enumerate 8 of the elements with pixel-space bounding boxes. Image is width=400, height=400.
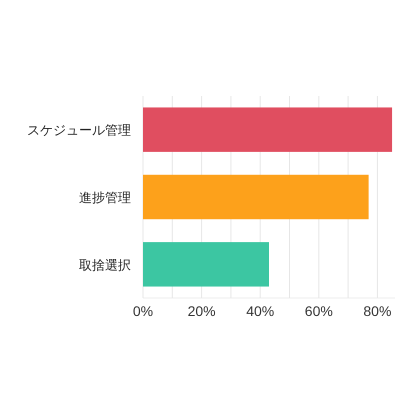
y-tick-label: 取捨選択 xyxy=(79,257,131,272)
x-tick-label: 20% xyxy=(188,303,216,319)
y-tick-label: スケジュール管理 xyxy=(27,122,131,138)
y-tick-label: 進捗管理 xyxy=(79,190,131,205)
x-tick-label: 60% xyxy=(304,303,333,319)
x-tick-label: 0% xyxy=(132,303,154,319)
x-tick-label: 40% xyxy=(246,303,274,319)
x-tick-label: 80% xyxy=(363,303,392,319)
